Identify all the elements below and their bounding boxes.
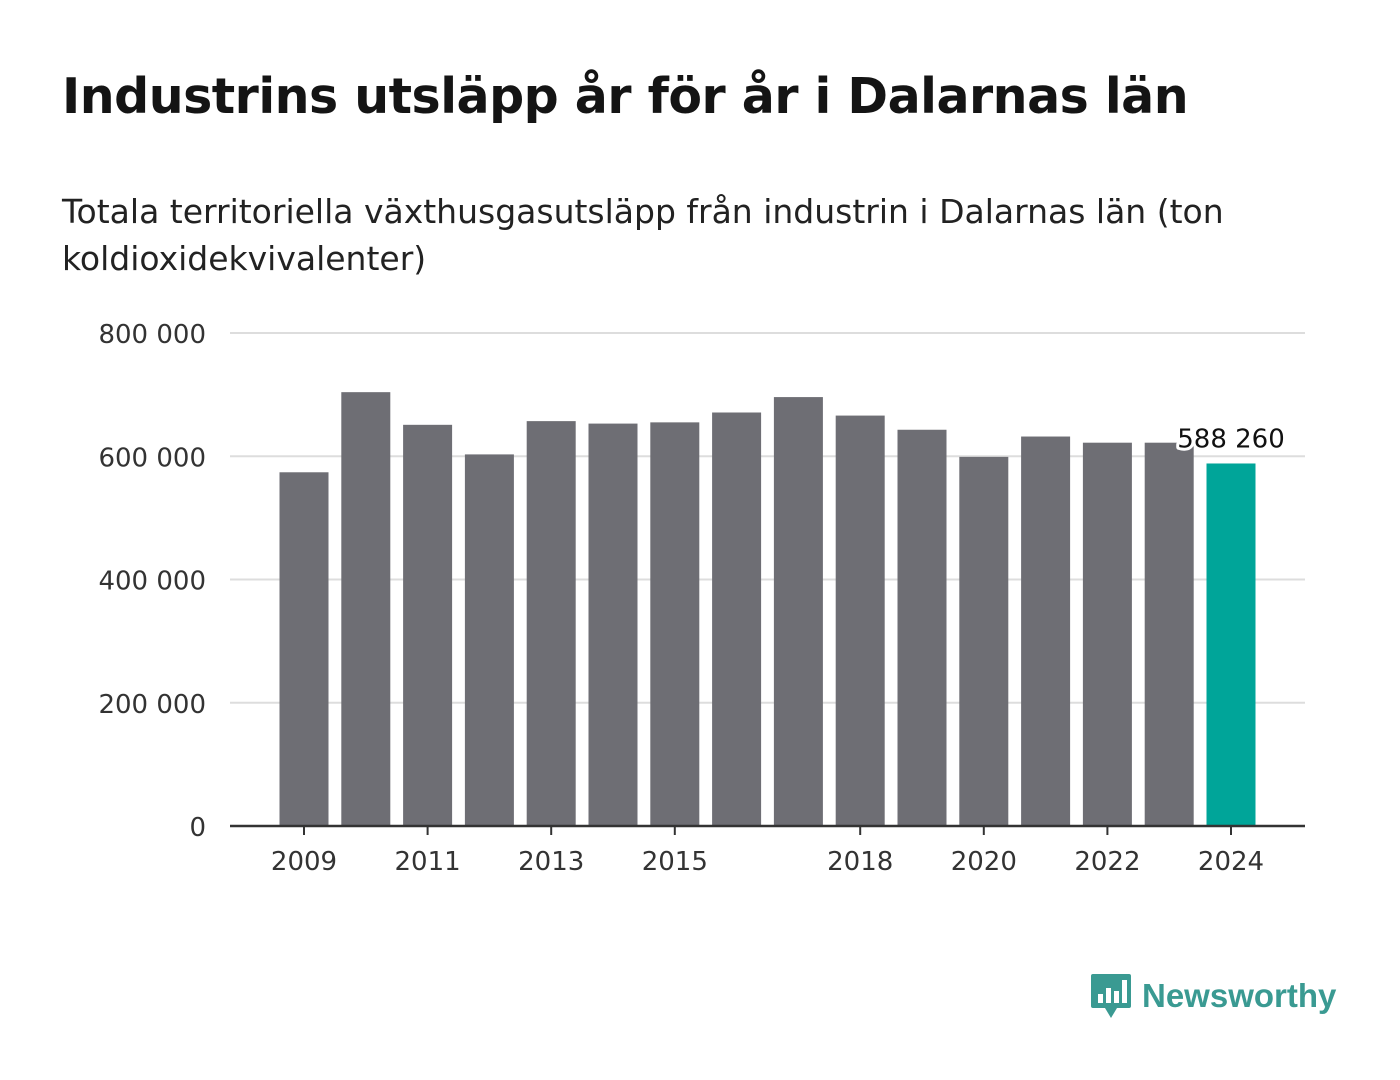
- bar: [712, 412, 762, 826]
- bar: [464, 454, 514, 826]
- y-tick-label: 600 000: [98, 443, 206, 473]
- y-tick-label: 0: [189, 813, 206, 843]
- newsworthy-logo-icon: [1091, 974, 1131, 1018]
- y-tick-label: 400 000: [98, 567, 206, 597]
- bar: [897, 429, 947, 826]
- bar: [588, 423, 638, 826]
- bar: [1021, 436, 1071, 826]
- brand-name: Newsworthy: [1142, 977, 1337, 1014]
- x-tick-label: 2020: [951, 847, 1017, 877]
- bar: [341, 392, 391, 826]
- bar: [1082, 442, 1132, 826]
- bar: [526, 421, 576, 826]
- brand-logo: Newsworthy: [1090, 970, 1336, 1022]
- y-tick-label: 800 000: [98, 320, 206, 350]
- x-tick-label: 2011: [395, 847, 461, 877]
- x-tick-label: 2018: [827, 847, 893, 877]
- bar: [403, 424, 453, 826]
- chart-title: Industrins utsläpp år för år i Dalarnas …: [62, 68, 1189, 125]
- y-tick-label: 200 000: [98, 690, 206, 720]
- bar: [279, 472, 329, 826]
- chart-subtitle: Totala territoriella växthusgasutsläpp f…: [62, 192, 1224, 278]
- bar: [959, 456, 1009, 826]
- x-tick-label: 2013: [518, 847, 584, 877]
- x-tick-label: 2009: [271, 847, 337, 877]
- bar-highlight: [1206, 463, 1256, 826]
- x-tick-label: 2022: [1074, 847, 1140, 877]
- x-tick-label: 2015: [642, 847, 708, 877]
- bar: [773, 397, 823, 826]
- x-tick-label: 2024: [1198, 847, 1264, 877]
- bar: [835, 415, 885, 826]
- bar: [650, 422, 700, 826]
- data-label-2024: 588 260: [1177, 424, 1285, 454]
- bar: [1144, 442, 1194, 826]
